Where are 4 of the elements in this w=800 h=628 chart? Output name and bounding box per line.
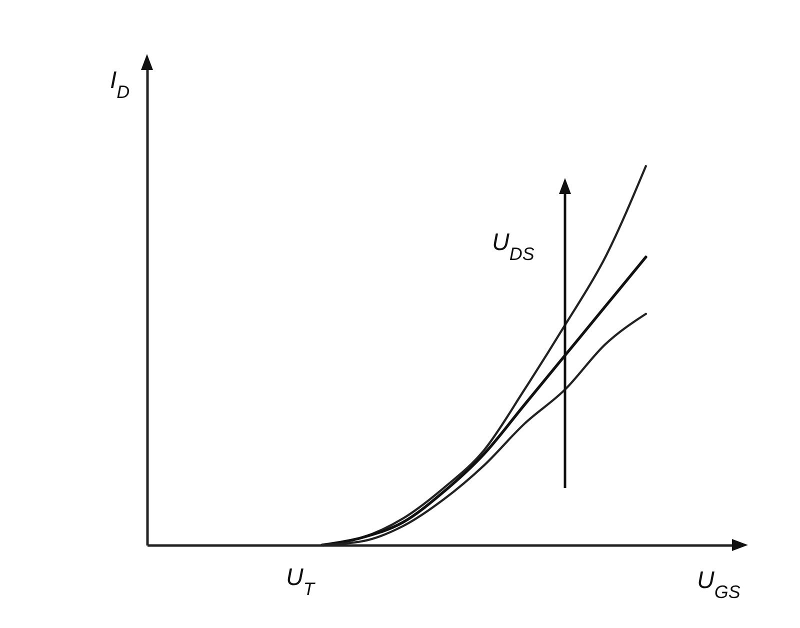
x-axis-title: U$_{GS}$ xyxy=(697,567,740,602)
annotation: U$_{DS}$ xyxy=(492,229,534,264)
text: U$_{T}$ xyxy=(286,564,316,599)
y-axis-title: I$_{D}$ xyxy=(110,67,130,102)
